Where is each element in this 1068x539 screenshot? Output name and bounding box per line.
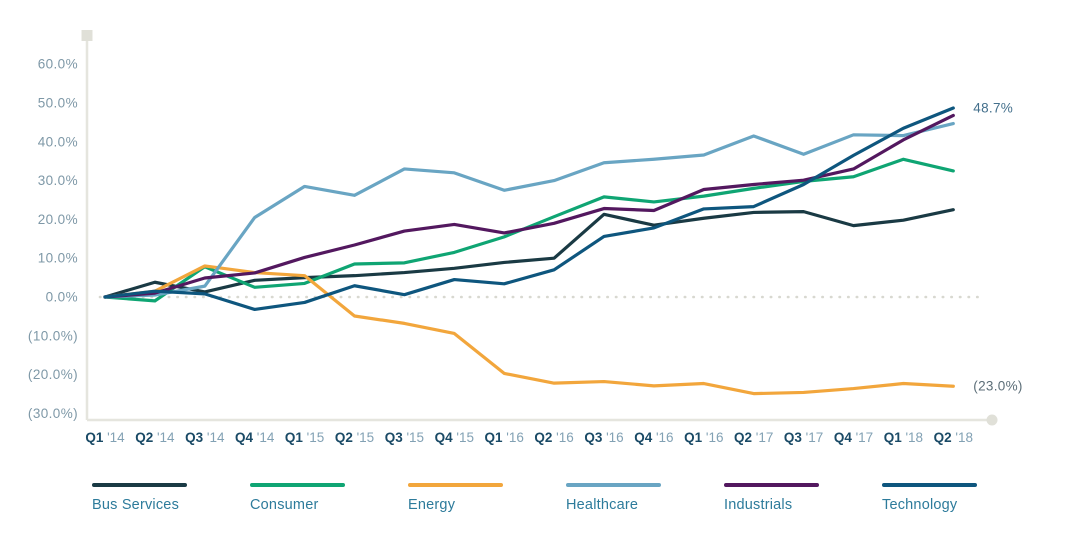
legend-item-technology[interactable]: Technology [882,483,992,513]
legend-label: Energy [408,497,456,513]
y-tick-label: 60.0% [38,57,78,72]
legend-item-industrials[interactable]: Industrials [724,483,834,513]
legend-label: Healthcare [566,497,639,513]
y-tick-label: 40.0% [38,134,78,149]
x-tick-label: Q3 '16 [584,430,623,445]
x-tick-label: Q4 '17 [834,430,873,445]
legend-swatch-icon [724,483,819,487]
annotation-energy: (23.0%) [973,379,1022,394]
x-tick-label: Q2 '18 [934,430,973,445]
series-line-bus-services [103,208,955,299]
x-tick-label: Q1 '14 [85,430,125,445]
legend-label: Technology [882,497,958,513]
chart-legend: Bus Services Consumer Energy Healthcare Indu… [0,483,1068,533]
legend-label: Industrials [724,497,793,513]
x-tick-label: Q1 '16 [485,430,524,445]
x-tick-label: Q1 '15 [285,430,324,445]
x-tick-label: Q2 '16 [534,430,573,445]
legend-item-consumer[interactable]: Consumer [250,483,360,513]
y-tick-label: (10.0%) [28,328,78,343]
legend-item-bus-services[interactable]: Bus Services [92,483,202,513]
series-line-energy [103,264,955,396]
series-line-consumer [103,157,955,303]
legend-swatch-icon [250,483,345,487]
x-axis-scroll-handle[interactable] [986,414,998,426]
x-tick-label: Q3 '14 [185,430,225,445]
x-tick-label: Q3 '15 [385,430,424,445]
x-tick-label: Q4 '15 [435,430,474,445]
x-tick-label: Q2 '14 [135,430,175,445]
y-tick-label: 0.0% [46,290,78,305]
legend-item-healthcare[interactable]: Healthcare [566,483,676,513]
legend-item-energy[interactable]: Energy [408,483,518,513]
x-tick-label: Q1 '16 [684,430,723,445]
legend-swatch-icon [92,483,187,487]
y-tick-label: 10.0% [38,251,78,266]
x-tick-label: Q2 '17 [734,430,773,445]
series-line-healthcare [103,121,955,299]
y-tick-label: (30.0%) [28,406,78,421]
x-tick-label: Q3 '17 [784,430,823,445]
x-tick-label: Q2 '15 [335,430,374,445]
legend-label: Bus Services [92,497,180,513]
legend-swatch-icon [566,483,661,487]
y-tick-label: 20.0% [38,212,78,227]
y-tick-label: 30.0% [38,173,78,188]
legend-swatch-icon [408,483,503,487]
legend-label: Consumer [250,497,319,513]
y-tick-label: (20.0%) [28,367,78,382]
y-tick-label: 50.0% [38,96,78,111]
x-tick-label: Q4 '14 [235,430,275,445]
y-axis-scroll-handle[interactable] [81,30,93,41]
series-line-technology [103,106,955,312]
legend-swatch-icon [882,483,977,487]
x-tick-label: Q4 '16 [634,430,673,445]
x-tick-label: Q1 '18 [884,430,923,445]
annotation-technology: 48.7% [973,101,1013,116]
